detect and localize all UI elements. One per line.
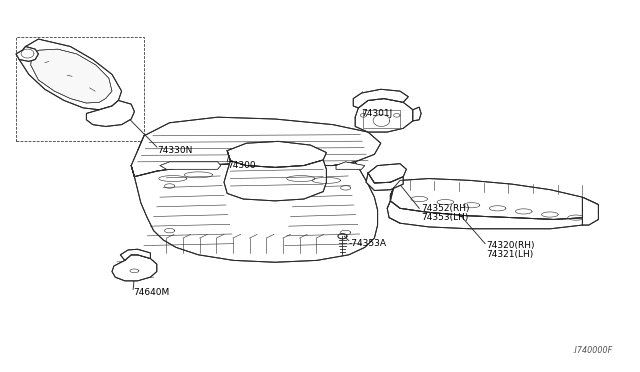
Polygon shape <box>224 151 326 201</box>
Polygon shape <box>227 141 326 167</box>
Polygon shape <box>131 117 381 177</box>
Text: 74353(LH): 74353(LH) <box>421 213 468 222</box>
Polygon shape <box>16 46 38 61</box>
Polygon shape <box>413 107 421 121</box>
Polygon shape <box>368 164 406 183</box>
Polygon shape <box>353 89 408 108</box>
Polygon shape <box>131 162 378 262</box>
Polygon shape <box>355 99 413 132</box>
Polygon shape <box>19 39 122 110</box>
Text: 74330N: 74330N <box>157 146 192 155</box>
Polygon shape <box>582 197 598 225</box>
Text: 74352(RH): 74352(RH) <box>421 204 470 213</box>
Text: 74640M: 74640M <box>133 288 170 296</box>
Bar <box>363 110 400 128</box>
Text: -74353A: -74353A <box>349 239 387 248</box>
Polygon shape <box>387 188 598 229</box>
Polygon shape <box>120 249 150 260</box>
Text: 74320(RH): 74320(RH) <box>486 241 535 250</box>
Text: 74301J: 74301J <box>362 109 393 118</box>
Polygon shape <box>336 162 365 169</box>
Text: .I740000F: .I740000F <box>573 346 613 355</box>
Polygon shape <box>366 173 403 190</box>
Polygon shape <box>160 162 221 169</box>
Polygon shape <box>86 100 134 126</box>
Polygon shape <box>31 49 112 103</box>
Text: 74321(LH): 74321(LH) <box>486 250 534 259</box>
Text: 74300: 74300 <box>227 161 256 170</box>
Polygon shape <box>390 179 598 219</box>
Bar <box>16 37 144 141</box>
Polygon shape <box>112 255 157 281</box>
